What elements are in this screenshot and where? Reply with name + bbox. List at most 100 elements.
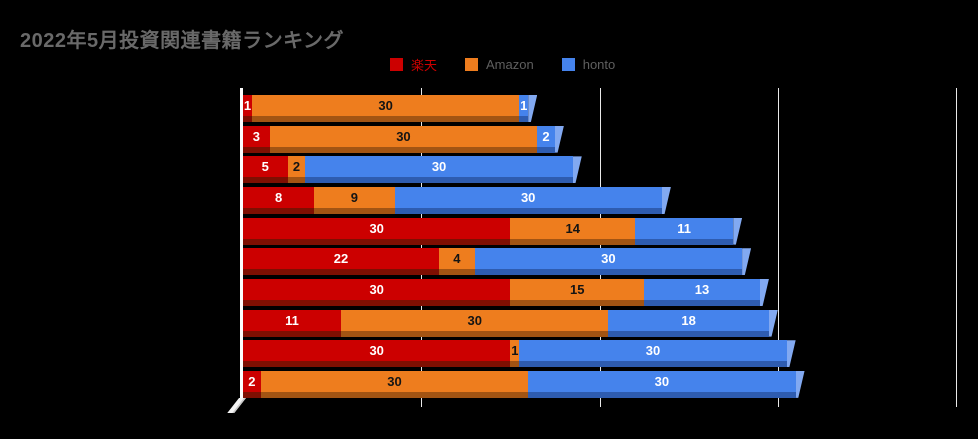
bar-row: 30 1 30 [243,340,956,368]
bar-segment-rakuten[interactable]: 11 [243,309,342,337]
bar-segment-amazon[interactable]: 15 [510,278,645,306]
axis-tick [599,398,601,407]
legend-item-rakuten[interactable]: 楽天 [390,55,437,74]
bar-segment-honto[interactable]: 11 [635,217,734,245]
gridline [956,88,957,398]
bar-value-label: 30 [601,251,616,267]
bar-row: 5 2 30 [243,156,956,184]
bar-value-label: 30 [369,281,384,297]
legend-label-honto: honto [582,57,616,72]
bar-segment-rakuten[interactable]: 1 [243,95,252,122]
plot-area: 1 30 1 3 30 2 5 2 30 8 9 30 30 14 11 22 4 30 30 15 13 … [227,88,957,413]
stacked-bar: 8 9 30 [243,186,956,214]
bar-segment-rakuten[interactable]: 30 [243,217,511,245]
bar-value-label: 2 [292,159,301,175]
bar-row: 2 30 30 [243,370,956,398]
stacked-bar: 11 30 18 [243,309,956,337]
bar-value-label: 22 [333,251,349,267]
bar-segment-honto[interactable]: 30 [474,248,743,276]
bar-segment-rakuten[interactable]: 3 [243,125,270,153]
bar-segment-rakuten[interactable]: 30 [243,340,511,368]
stacked-bar: 5 2 30 [243,156,956,184]
bar-segment-honto[interactable]: 1 [519,95,529,122]
stacked-bar: 3 30 2 [243,125,956,153]
bar-value-label: 30 [369,220,384,236]
stacked-bar: 30 15 13 [243,278,956,306]
bar-value-label: 11 [285,312,299,328]
bar-row: 30 14 11 [243,217,956,245]
legend-swatch-honto-icon [561,58,575,71]
bar-segment-honto[interactable]: 13 [644,278,760,306]
stacked-bar: 2 30 30 [243,370,956,398]
bar-segment-amazon[interactable]: 14 [510,217,636,245]
bar-value-label: 9 [350,189,359,205]
bar-value-label: 2 [248,373,256,389]
bar-row: 11 30 18 [243,309,956,337]
axis-tick [421,398,423,407]
bar-segment-rakuten[interactable]: 2 [243,370,261,398]
legend: 楽天 Amazon honto [390,55,615,74]
stacked-bar: 30 14 11 [243,217,956,245]
bar-row: 22 4 30 [243,248,956,276]
stacked-bar: 1 30 1 [243,95,956,122]
bar-segment-rakuten[interactable]: 8 [243,186,315,214]
bar-row: 1 30 1 [243,95,956,122]
bar-value-label: 11 [677,220,692,236]
legend-label-rakuten: 楽天 [411,58,438,73]
bar-value-label: 30 [396,128,411,144]
bar-value-label: 14 [565,220,580,236]
bar-value-label: 30 [387,373,402,389]
bar-value-label: 13 [694,281,710,297]
stacked-bar: 22 4 30 [243,248,956,276]
bar-value-label: 1 [243,98,252,113]
bar-segment-honto[interactable]: 30 [305,156,574,184]
bar-segment-amazon[interactable]: 2 [287,156,306,184]
bar-segment-amazon[interactable]: 4 [439,248,475,276]
bar-value-label: 1 [511,343,519,359]
bar-segment-rakuten[interactable]: 30 [243,278,511,306]
bar-segment-honto[interactable]: 30 [519,340,788,368]
stacked-bar: 30 1 30 [243,340,956,368]
bar-value-label: 30 [467,312,482,328]
bar-row: 3 30 2 [243,125,956,153]
bar-value-label: 30 [645,343,661,359]
bar-segment-amazon[interactable]: 30 [269,125,538,153]
bar-segment-honto[interactable]: 30 [528,370,796,398]
bar-segment-honto[interactable]: 18 [608,309,770,337]
bar-segment-amazon[interactable]: 1 [510,340,520,368]
bar-value-label: 30 [431,159,447,175]
legend-swatch-amazon-icon [465,58,479,71]
bar-rows: 1 30 1 3 30 2 5 2 30 8 9 30 30 14 11 22 4 30 30 15 13 … [243,88,956,398]
bar-segment-amazon[interactable]: 30 [260,370,529,398]
bar-segment-rakuten[interactable]: 5 [243,156,288,184]
bar-value-label: 30 [378,98,393,113]
bar-segment-rakuten[interactable]: 22 [243,248,440,276]
bar-value-label: 30 [369,343,384,359]
bar-segment-amazon[interactable]: 30 [251,95,520,122]
bar-value-label: 18 [681,312,696,328]
legend-item-honto[interactable]: honto [561,57,616,72]
bar-value-label: 4 [453,251,461,267]
axis-tick [956,398,957,407]
bar-row: 30 15 13 [243,278,956,306]
bar-value-label: 5 [261,159,269,175]
bar-segment-amazon[interactable]: 30 [341,309,609,337]
y-axis-3d-base [227,398,246,413]
bar-segment-honto[interactable]: 2 [537,125,555,153]
chart-title: 2022年5月投資関連書籍ランキング [20,30,345,52]
bar-segment-honto[interactable]: 30 [394,186,663,214]
bar-value-label: 30 [520,189,536,205]
bar-row: 8 9 30 [243,186,956,214]
bar-value-label: 30 [654,373,670,389]
bar-segment-amazon[interactable]: 9 [314,186,395,214]
bar-value-label: 15 [569,281,585,297]
bar-value-label: 1 [520,98,528,113]
legend-swatch-rakuten-icon [390,58,403,71]
bar-value-label: 8 [275,189,283,205]
legend-label-amazon: Amazon [486,57,534,72]
bar-value-label: 3 [252,128,260,144]
axis-tick [777,398,779,407]
bar-value-label: 2 [542,128,550,144]
legend-item-amazon[interactable]: Amazon [465,57,534,72]
